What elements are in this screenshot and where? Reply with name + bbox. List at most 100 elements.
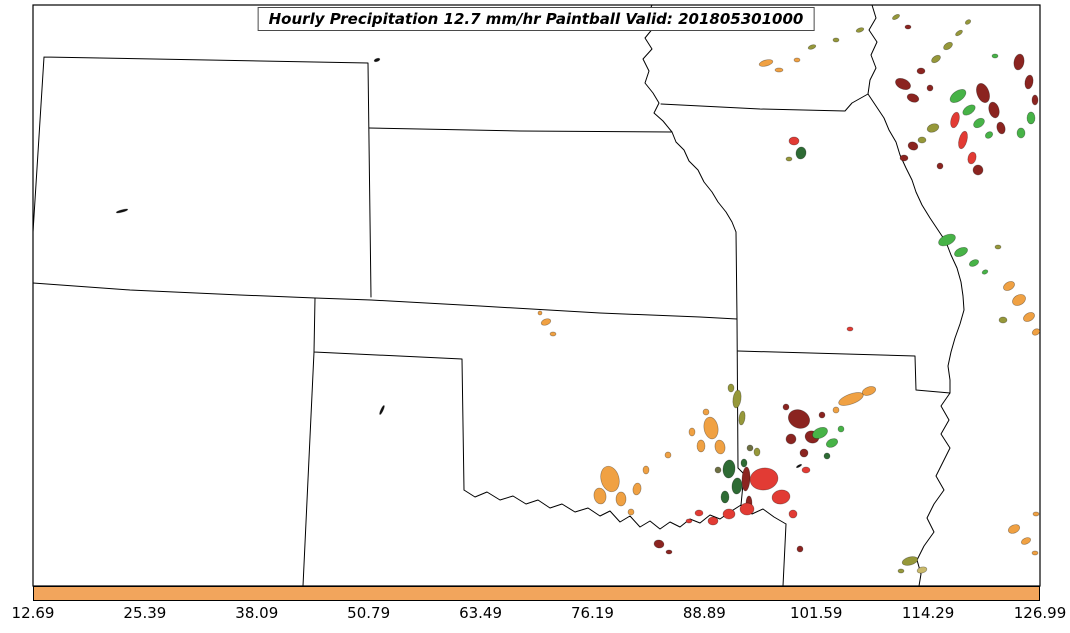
paintball-blob-orange: [688, 427, 696, 437]
paintball-blob-red: [739, 502, 755, 516]
paintball-blob-olive: [738, 410, 746, 426]
paintball-blob-darkred: [936, 162, 944, 170]
paintball-blob-darkolive: [714, 466, 722, 474]
paintball-blob-green: [973, 117, 985, 129]
paintball-blob-orange: [540, 318, 552, 326]
paintball-blob-orange: [714, 439, 726, 455]
paintball-blob-green: [954, 246, 968, 258]
paintball-blob-darkred: [906, 93, 920, 103]
paintball-blob-olive: [998, 316, 1008, 324]
paintball-blob-red: [694, 509, 704, 517]
paintball-blob-orange: [615, 491, 627, 507]
paintball-blob-orange: [861, 386, 877, 396]
paintball-blob-green: [938, 233, 956, 247]
paintball-blob-red: [771, 489, 791, 505]
kansas-missouri-border: [735, 231, 738, 320]
paintball-blob-orange: [1023, 312, 1035, 322]
paintball-blob-darkgreen: [731, 477, 743, 495]
paintball-blob-darkred: [976, 83, 990, 103]
paintball-blob-orange: [1031, 328, 1040, 336]
paintball-blob-darkred: [899, 154, 909, 162]
paintball-blob-olive: [727, 383, 735, 393]
paintball-blob-orange: [832, 406, 840, 414]
paintball-blob-red: [749, 467, 779, 491]
missouri-river-border: [642, 5, 737, 233]
paintball-blob-orange: [632, 482, 642, 496]
newmexico-texas-border: [302, 351, 315, 586]
paintball-blob-olive: [807, 44, 817, 50]
missouri-south-border: [737, 350, 951, 394]
paintball-blob-red: [846, 326, 854, 332]
paintball-blob-khaki: [916, 566, 928, 574]
paintball-blob-green: [991, 53, 999, 59]
paintball-blob-green: [949, 89, 967, 103]
map-frame: [32, 4, 1041, 587]
paintball-blob-green: [1026, 111, 1036, 125]
paintball-blob-darkred: [787, 409, 811, 429]
paintball-blob-red: [788, 509, 798, 519]
paintball-blob-red: [722, 508, 736, 520]
paintball-blob-olive: [955, 29, 963, 37]
paintball-blob-orange: [1032, 511, 1040, 517]
paintball-blob-black: [379, 405, 385, 415]
paintball-blob-green: [1016, 127, 1026, 139]
paintball-blob-darkgreen: [720, 490, 730, 504]
paintball-blob-olive: [892, 14, 900, 20]
paintball-blob-darkred: [916, 67, 926, 75]
paintball-blob-orange: [549, 331, 557, 337]
paintball-blob-green: [962, 104, 976, 116]
paintball-blob-darkgreen: [740, 458, 748, 468]
paintball-blob-darkolive: [746, 444, 754, 452]
paintball-blob-darkred: [818, 411, 826, 419]
paintball-blob-orange: [1003, 281, 1015, 291]
paintball-blob-orange: [758, 59, 774, 67]
paintball-blob-darkred: [972, 164, 984, 176]
paintball-blob-darkred: [988, 101, 1000, 119]
paintball-blob-red: [707, 516, 719, 526]
paintball-blob-orange: [793, 57, 801, 63]
paintball-blob-olive: [732, 389, 742, 409]
paintball-blob-olive: [994, 244, 1002, 250]
paintball-blob-darkred: [904, 24, 912, 30]
paintball-blob-green: [981, 269, 989, 275]
paintball-blob-darkred: [926, 84, 934, 92]
paintball-blob-orange: [642, 465, 650, 475]
paintball-blob-olive: [897, 568, 905, 574]
paintball-blob-darkgreen: [722, 459, 736, 479]
paintball-blob-orange: [1020, 537, 1032, 545]
paintball-blob-olive: [926, 123, 940, 133]
paintball-blob-orange: [664, 451, 672, 459]
colorado-border: [33, 56, 372, 298]
paintball-blob-darkgreen: [795, 146, 807, 160]
paintball-blob-orange: [600, 465, 620, 493]
paintball-blob-orange: [1007, 524, 1021, 534]
paintball-blob-darkred: [785, 433, 797, 445]
paintball-blob-red: [788, 136, 800, 146]
paintball-blob-orange: [774, 67, 784, 73]
paintball-blob-green: [968, 259, 980, 267]
iowa-missouri-border: [660, 93, 869, 112]
paintball-blob-olive: [855, 27, 865, 33]
paintball-blob-red: [801, 466, 811, 474]
paintball-blob-olive: [832, 37, 840, 43]
paintball-blob-orange: [1012, 294, 1026, 306]
oklahoma-panhandle-border: [313, 297, 465, 491]
paintball-blob-darkred: [799, 448, 809, 458]
paintball-blob-red: [958, 130, 968, 150]
paintball-blob-red: [967, 151, 977, 165]
paintball-blob-green: [812, 426, 828, 440]
paintball-blob-green: [825, 438, 839, 448]
paintball-blob-orange: [593, 487, 607, 505]
paintball-blob-darkred: [1024, 74, 1034, 90]
paintball-blob-orange: [838, 392, 864, 406]
paintball-blob-olive: [917, 136, 927, 144]
paintball-blob-olive: [901, 556, 919, 566]
paintball-blob-olive: [753, 447, 761, 457]
paintball-blob-red: [685, 518, 693, 524]
paintball-blob-darkred: [665, 549, 673, 555]
paintball-blob-red: [950, 111, 960, 129]
map-title: Hourly Precipitation 12.7 mm/hr Paintbal…: [257, 7, 815, 31]
paintball-blob-green: [984, 131, 994, 139]
